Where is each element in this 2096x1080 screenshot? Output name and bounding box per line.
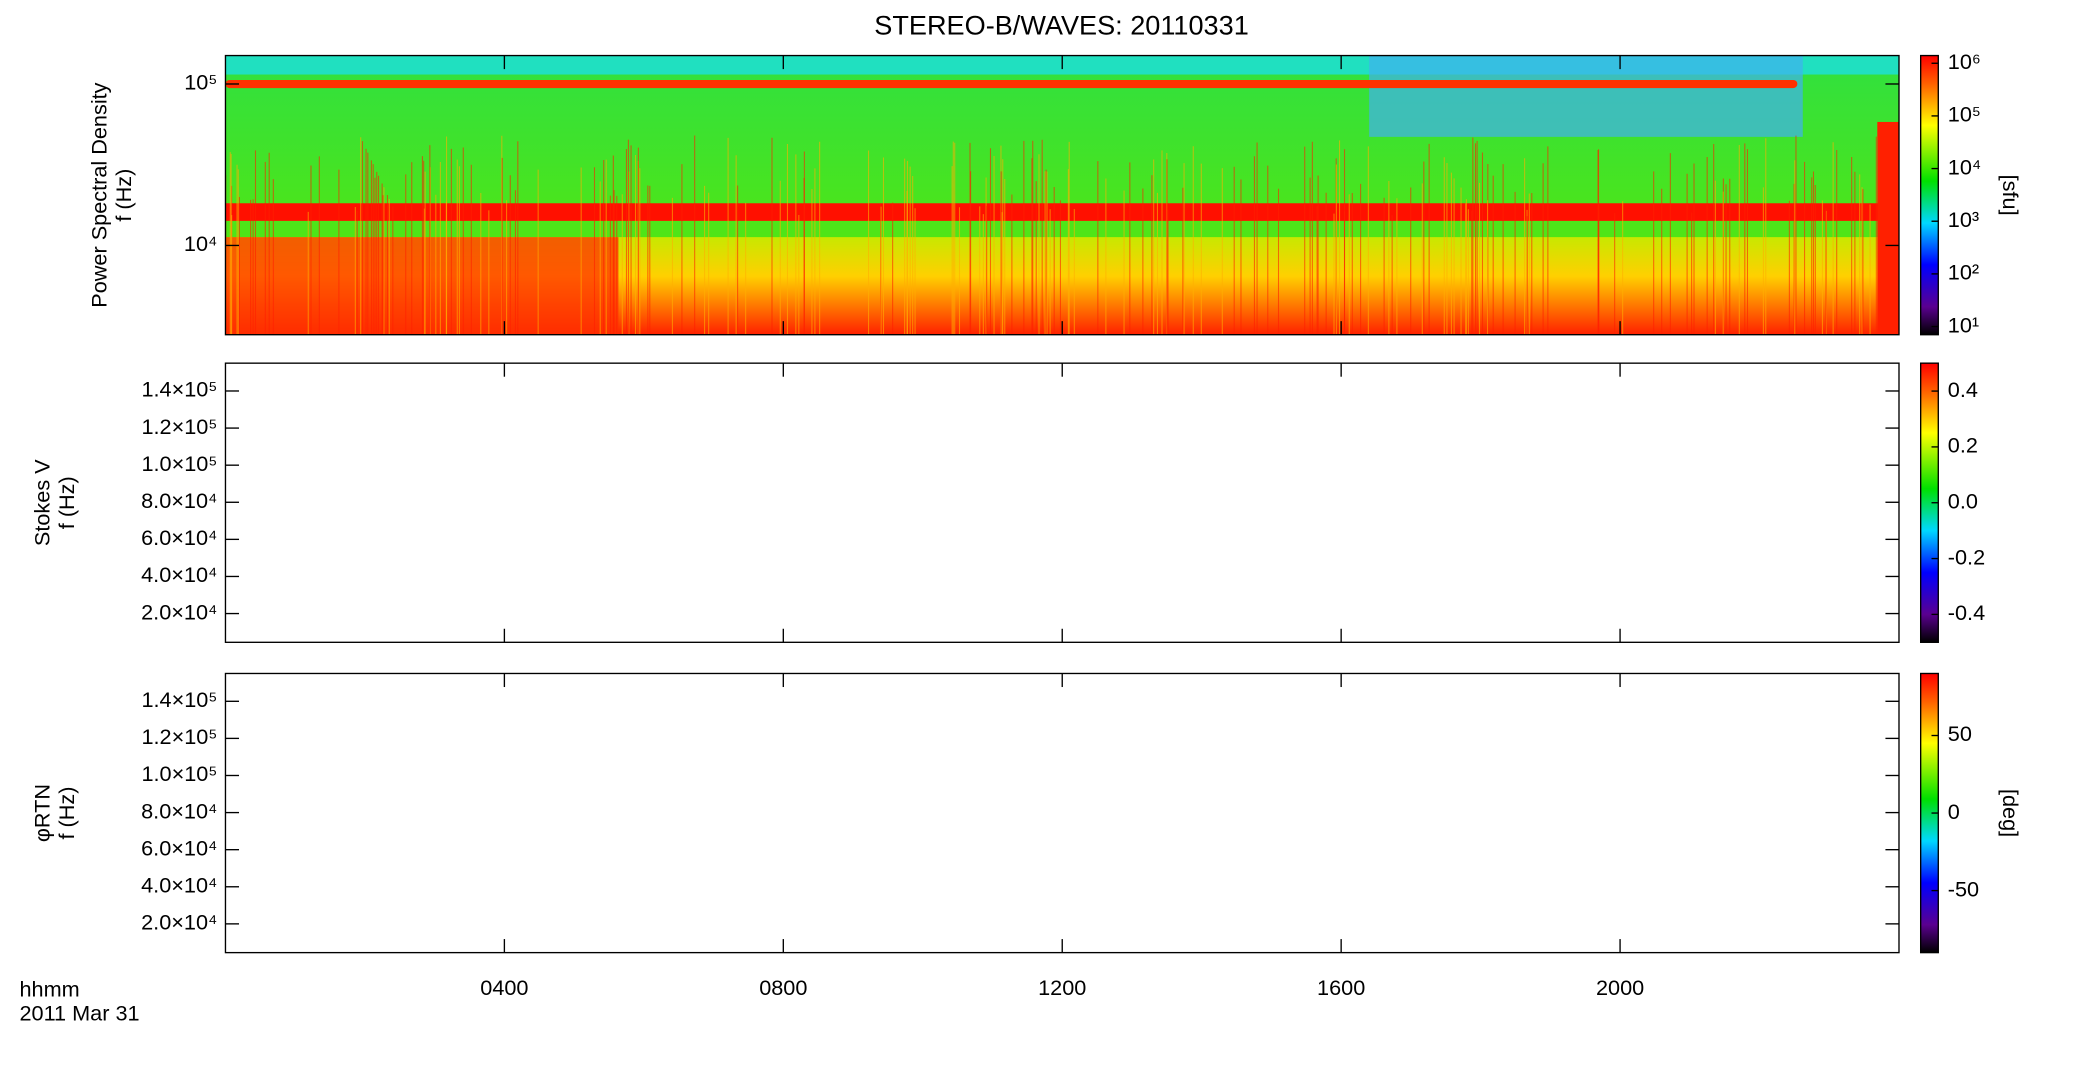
y-tick-label: 10⁵ xyxy=(184,70,217,95)
date-label: 2011 Mar 31 xyxy=(19,1001,139,1026)
title: STEREO-B/WAVES: 20110331 xyxy=(874,9,1248,40)
colorbar-tick-label: 0 xyxy=(1948,799,1960,824)
colorbar-tick-label: 0.4 xyxy=(1948,377,1978,402)
colorbar-tick-label: 0.0 xyxy=(1948,488,1978,513)
y-tick-label: 2.0×10⁴ xyxy=(141,599,217,624)
colorbar-tick-label: 10⁴ xyxy=(1948,154,1981,179)
colorbar-tick-label: 10² xyxy=(1948,260,1979,285)
colorbar-label: [deg] xyxy=(1998,789,2023,837)
y-tick-label: 1.2×10⁵ xyxy=(141,724,217,749)
colorbar-tick-label: -0.2 xyxy=(1948,544,1985,569)
y-tick-label: 1.4×10⁵ xyxy=(141,377,217,402)
y-axis-label: f (Hz) xyxy=(111,169,136,222)
y-tick-label: 10⁴ xyxy=(184,231,217,256)
y-tick-label: 4.0×10⁴ xyxy=(141,562,217,587)
colorbar-tick-label: 10³ xyxy=(1948,207,1979,232)
plot-frame xyxy=(224,672,1900,954)
y-tick-label: 8.0×10⁴ xyxy=(141,798,217,823)
x-tick-label: 0400 xyxy=(480,975,528,1000)
y-tick-label: 2.0×10⁴ xyxy=(141,910,217,935)
colorbar-tick-label: -50 xyxy=(1948,876,1979,901)
x-tick-label: 2000 xyxy=(1596,975,1644,1000)
spectrogram xyxy=(225,55,1899,335)
y-tick-label: 1.2×10⁵ xyxy=(141,414,217,439)
y-axis-label: Power Spectral Density xyxy=(87,82,112,307)
colorbar-tick-label: 10¹ xyxy=(1948,312,1979,337)
x-axis-label: hhmm xyxy=(19,976,79,1001)
plot-frame xyxy=(224,362,1900,643)
colorbar-tick-label: 50 xyxy=(1948,721,1972,746)
y-tick-label: 8.0×10⁴ xyxy=(141,488,217,513)
y-axis-label: Stokes V xyxy=(30,459,55,546)
colorbar-label: [sfu] xyxy=(1998,175,2023,216)
colorbar-tick-label: 0.2 xyxy=(1948,433,1978,458)
y-tick-label: 1.0×10⁵ xyxy=(141,761,217,786)
colorbar xyxy=(1919,54,1939,336)
y-tick-label: 4.0×10⁴ xyxy=(141,873,217,898)
y-axis-label: f (Hz) xyxy=(54,476,79,529)
colorbar-tick-label: -0.4 xyxy=(1948,600,1985,625)
y-tick-label: 6.0×10⁴ xyxy=(141,835,217,860)
x-tick-label: 1200 xyxy=(1038,975,1086,1000)
colorbar-tick-label: 10⁶ xyxy=(1948,49,1981,74)
x-tick-label: 1600 xyxy=(1317,975,1365,1000)
y-tick-label: 6.0×10⁴ xyxy=(141,525,217,550)
y-tick-label: 1.0×10⁵ xyxy=(141,451,217,476)
x-tick-label: 0800 xyxy=(759,975,807,1000)
colorbar-tick-label: 10⁵ xyxy=(1948,102,1981,127)
y-tick-label: 1.4×10⁵ xyxy=(141,687,217,712)
y-axis-label: φRTN xyxy=(30,784,55,842)
y-axis-label: f (Hz) xyxy=(54,787,79,840)
